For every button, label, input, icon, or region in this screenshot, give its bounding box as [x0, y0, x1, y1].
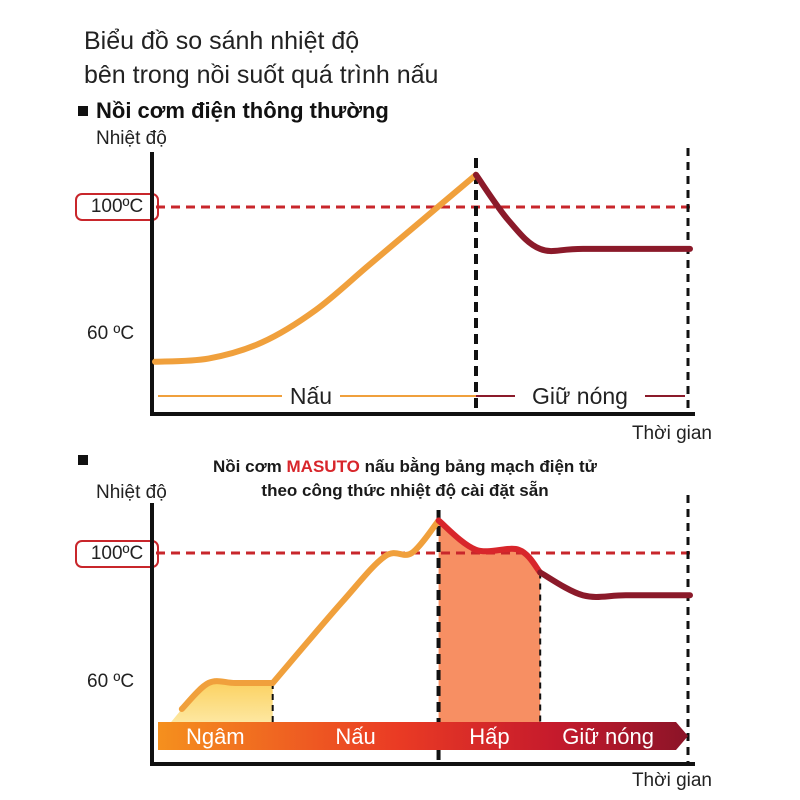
section-bullet-icon [78, 455, 88, 465]
chart1-x-axis-label: Thời gian [631, 423, 712, 444]
chart2-x-axis-label: Thời gian [631, 770, 712, 791]
chart1-series-line-1 [152, 171, 479, 365]
page-title-line-1: Biểu đồ so sánh nhiệt độ [84, 27, 360, 55]
chart2-series-line-4 [537, 569, 693, 600]
chart2-y-axis-label: Nhiệt độ [96, 482, 167, 503]
page-title-line-2: bên trong nồi suốt quá trình nấu [84, 61, 439, 89]
chart2-phase-label-cook: Nấu [335, 724, 375, 749]
chart1-tick-100: 100ºC [75, 193, 159, 221]
chart1-plot: Nấu Giữ nóng [150, 148, 695, 416]
chart1-phase-label-keep-warm: Giữ nóng [532, 383, 628, 409]
chart2-series-line-2 [269, 517, 442, 686]
chart2-title-line-1: Nồi cơm MASUTO nấu bằng bảng mạch điện t… [150, 455, 660, 479]
chart2-phase-label-steam: Hấp [469, 724, 509, 749]
chart1-tick-60: 60 ºC [87, 323, 135, 344]
chart2-phase-label-soak: Ngâm [186, 724, 245, 749]
chart2-steam-area [438, 520, 541, 722]
chart2-series-line-1 [178, 678, 276, 712]
chart2-soak-area [171, 681, 273, 722]
chart2-title-line-2: theo công thức nhiệt độ cài đặt sẵn [261, 481, 549, 500]
chart2-title-brand: MASUTO [286, 457, 360, 476]
chart2-tick-100: 100ºC [75, 540, 159, 568]
chart2-plot: Ngâm Nấu Hấp Giữ nóng [150, 495, 695, 766]
chart1-series-line-2 [473, 171, 693, 255]
chart2-tick-60: 60 ºC [87, 671, 135, 692]
chart1-phase-label-cook: Nấu [290, 383, 332, 409]
chart2-phase-label-keep-warm: Giữ nóng [562, 724, 654, 749]
chart1-title: Nồi cơm điện thông thường [96, 98, 389, 123]
chart1-y-axis-label: Nhiệt độ [96, 128, 167, 149]
chart2-title-part2: nấu bằng bảng mạch điện tử [359, 457, 597, 476]
chart2-series-line-3 [435, 517, 544, 576]
section-bullet-icon [78, 106, 88, 116]
chart2-phase-band [158, 722, 688, 750]
chart2-title-part1: Nồi cơm [213, 457, 287, 476]
